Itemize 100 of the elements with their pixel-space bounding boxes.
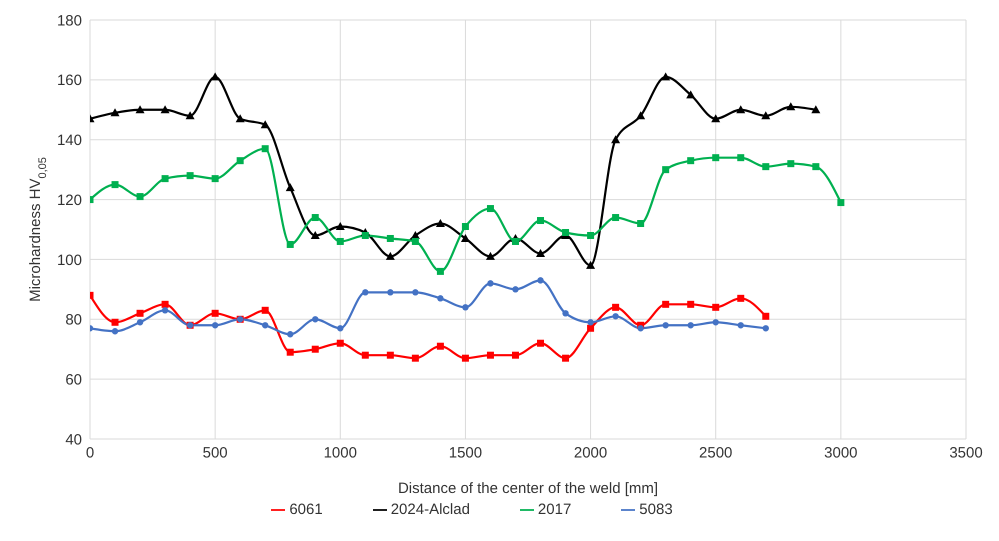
x-tick-label: 0 [86, 444, 94, 462]
legend-label: 6061 [289, 501, 323, 518]
point [336, 222, 345, 230]
point [162, 307, 168, 314]
point [687, 157, 694, 164]
point [662, 166, 670, 174]
point [336, 340, 344, 347]
point [612, 304, 620, 311]
point [486, 252, 495, 260]
point [661, 72, 670, 80]
point [312, 316, 318, 322]
point [487, 280, 494, 287]
point [586, 260, 596, 269]
point [136, 105, 145, 114]
point [186, 172, 194, 180]
point [286, 348, 294, 356]
point [162, 175, 169, 182]
point [687, 300, 694, 308]
point [112, 318, 119, 326]
point [236, 114, 245, 122]
point [762, 312, 770, 320]
point [612, 313, 619, 320]
point [762, 163, 770, 170]
point [712, 154, 720, 162]
point [460, 234, 470, 242]
point [512, 352, 519, 359]
point [587, 232, 594, 239]
point [762, 325, 769, 332]
point [811, 105, 820, 114]
point [412, 289, 419, 296]
point [486, 205, 494, 212]
x-tick-label: 2500 [699, 444, 732, 462]
point [262, 145, 269, 152]
point [587, 319, 594, 326]
point [462, 354, 469, 362]
point [336, 238, 344, 245]
x-tick-label: 500 [202, 444, 228, 462]
y-tick-label: 60 [65, 371, 82, 388]
point [786, 102, 796, 110]
point [737, 154, 744, 162]
point [412, 354, 419, 362]
point [186, 111, 195, 120]
point [662, 322, 669, 328]
point [761, 111, 770, 120]
point [112, 181, 119, 188]
point [436, 268, 444, 275]
point [711, 114, 720, 122]
point [686, 90, 696, 98]
x-tick-label: 1000 [324, 444, 357, 462]
point [486, 352, 494, 359]
y-tick-label: 100 [56, 252, 82, 269]
point [437, 295, 444, 302]
point [536, 248, 546, 257]
legend-label: 2017 [538, 501, 572, 518]
point [312, 346, 319, 353]
x-tick-label: 3000 [824, 444, 858, 462]
point [737, 294, 744, 302]
point [562, 354, 570, 362]
point [236, 157, 244, 164]
point [362, 289, 369, 296]
y-tick-label: 120 [56, 192, 82, 209]
point [286, 240, 294, 248]
point [712, 319, 719, 326]
point [136, 193, 144, 200]
point [362, 232, 369, 239]
x-tick-label: 1500 [448, 444, 482, 462]
point [436, 219, 445, 228]
point [386, 234, 394, 242]
point [112, 328, 118, 334]
point [512, 286, 519, 293]
point [736, 105, 746, 114]
y-tick-label: 140 [56, 132, 82, 150]
y-tick-label: 80 [65, 312, 82, 329]
point [812, 163, 820, 170]
point [562, 310, 569, 316]
y-tick-label: 180 [56, 12, 82, 30]
point [562, 228, 570, 236]
x-tick-label: 3500 [949, 444, 983, 462]
point [136, 310, 144, 317]
point [537, 277, 544, 284]
point [110, 108, 120, 116]
point [537, 217, 544, 224]
point [286, 183, 295, 192]
point [212, 175, 219, 182]
point [136, 319, 144, 326]
point [162, 300, 169, 308]
point [160, 105, 170, 114]
legend-label: 5083 [639, 501, 673, 518]
point [462, 304, 469, 311]
point [212, 322, 218, 328]
point [262, 306, 269, 314]
point [611, 135, 620, 144]
point [386, 252, 395, 260]
point [587, 324, 594, 332]
point [312, 214, 319, 222]
point [386, 352, 394, 359]
point [637, 220, 644, 228]
point [212, 310, 219, 317]
point [787, 160, 794, 168]
point [436, 342, 444, 350]
